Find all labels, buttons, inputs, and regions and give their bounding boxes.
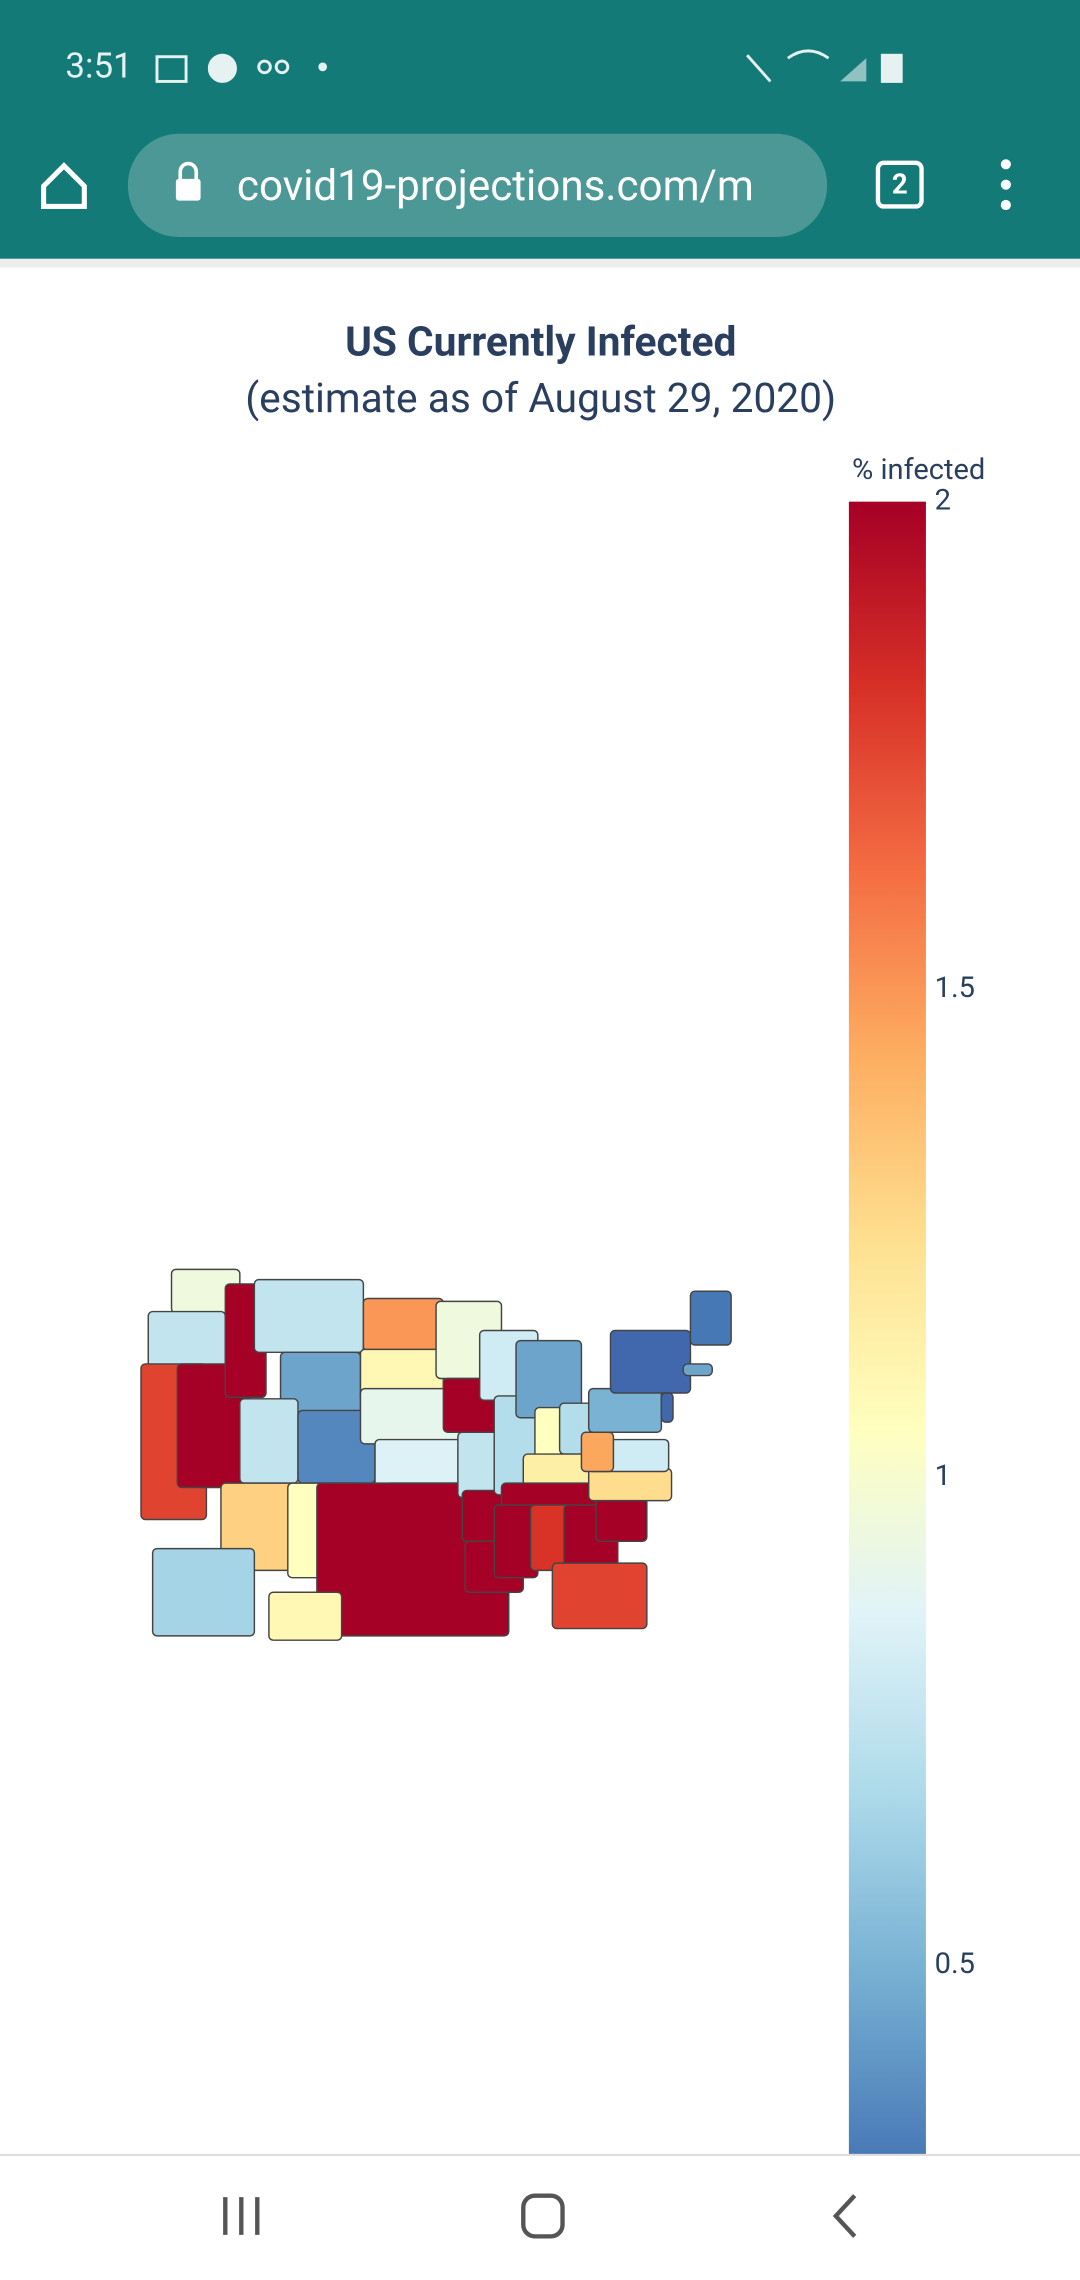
menu-button[interactable] xyxy=(1000,159,1011,211)
state xyxy=(268,1591,343,1641)
header-shadow xyxy=(0,258,1080,268)
state xyxy=(609,1329,692,1394)
state xyxy=(587,1467,673,1502)
colorbar: 0.5 1 1.5 2 xyxy=(848,483,975,2280)
url-text[interactable]: covid19-projections.com/m xyxy=(237,162,754,211)
lock-shackle xyxy=(178,161,199,181)
colorbar-title: % infected xyxy=(852,453,985,487)
url-bar[interactable] xyxy=(127,133,828,238)
state xyxy=(551,1562,648,1630)
colorbar-tick-label: 2 xyxy=(935,483,951,517)
state xyxy=(253,1278,365,1354)
chart-subtitle: (estimate as of August 29, 2020) xyxy=(245,374,836,422)
map xyxy=(140,1268,732,1641)
state xyxy=(239,1398,299,1484)
lock-icon xyxy=(175,178,201,201)
tab-count: 2 xyxy=(892,167,908,200)
back-button[interactable] xyxy=(832,2194,857,2238)
home-nav-button[interactable] xyxy=(521,2193,565,2239)
home-button[interactable] xyxy=(41,162,87,210)
chart-title: US Currently Infected xyxy=(345,317,736,365)
state xyxy=(595,1496,648,1543)
state xyxy=(689,1290,732,1346)
state xyxy=(682,1363,713,1377)
colorbar-tick-label: 1.5 xyxy=(935,971,975,1005)
status-time: 3:51 xyxy=(65,46,132,87)
state xyxy=(362,1297,445,1352)
status-icons xyxy=(155,49,903,83)
colorbar-gradient xyxy=(848,501,926,2280)
colorbar-tick-label: 0.5 xyxy=(935,1947,975,1981)
tab-switcher[interactable] xyxy=(875,160,924,209)
colorbar-tick-label: 1 xyxy=(935,1459,951,1493)
state xyxy=(151,1547,256,1637)
recents-button[interactable] xyxy=(223,2197,260,2235)
state xyxy=(660,1392,674,1423)
state xyxy=(587,1387,663,1433)
nav-bar xyxy=(0,2154,1080,2280)
state xyxy=(580,1431,615,1473)
